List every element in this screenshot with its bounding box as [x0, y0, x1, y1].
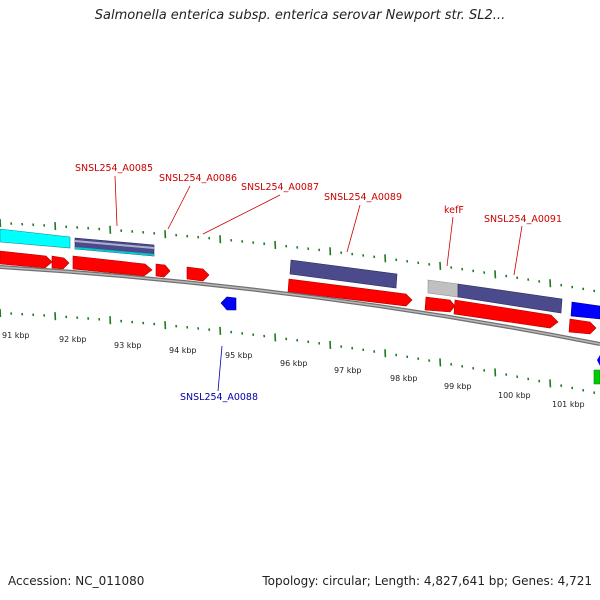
gene-labels: SNSL254_A0085 SNSL254_A0086 SNSL254_A008… — [75, 163, 562, 403]
protein-bar-a0089[interactable] — [289, 259, 398, 289]
gene-label-a0088[interactable]: SNSL254_A0088 — [180, 392, 258, 403]
gene-label-keff[interactable]: kefF — [444, 205, 464, 216]
gene-label-a0089[interactable]: SNSL254_A0089 — [324, 192, 402, 203]
genome-summary: Topology: circular; Length: 4,827,641 bp… — [262, 574, 592, 588]
inner-tick-ring — [0, 308, 596, 395]
scale-label-98: 98 kbp — [390, 374, 418, 383]
cds-blue-right[interactable] — [570, 301, 600, 320]
scale-label-91: 91 kbp — [2, 331, 30, 340]
scale-label-97: 97 kbp — [334, 366, 362, 375]
gene-label-a0091[interactable]: SNSL254_A0091 — [484, 214, 562, 225]
scale-label-101: 101 kbp — [552, 400, 585, 409]
gene-label-a0085[interactable]: SNSL254_A0085 — [75, 163, 153, 174]
scale-label-95: 95 kbp — [225, 351, 253, 360]
scale-label-93: 93 kbp — [114, 341, 142, 350]
map-title: Salmonella enterica subsp. enterica sero… — [94, 8, 506, 23]
pseudo-feature-keff[interactable] — [427, 279, 459, 298]
genome-backbone — [0, 265, 600, 346]
scale-label-100: 100 kbp — [498, 391, 531, 400]
rna-feature[interactable] — [0, 228, 71, 249]
outer-tick-ring — [0, 218, 596, 293]
accession-text: Accession: NC_011080 — [8, 574, 145, 588]
cds-reverse-a0088[interactable] — [220, 296, 237, 311]
scale-label-96: 96 kbp — [280, 359, 308, 368]
protein-bar-a0091[interactable] — [457, 283, 563, 314]
scale-label-99: 99 kbp — [444, 382, 472, 391]
scale-label-94: 94 kbp — [169, 346, 197, 355]
gene-label-a0086[interactable]: SNSL254_A0086 — [159, 173, 237, 184]
protein-bar-a0085[interactable] — [74, 237, 155, 257]
cds-reverse-right-edge[interactable] — [597, 355, 600, 366]
scale-labels: 91 kbp 92 kbp 93 kbp 94 kbp 95 kbp 96 kb… — [2, 331, 585, 409]
other-feature-green[interactable] — [593, 369, 600, 385]
scale-label-92: 92 kbp — [59, 335, 87, 344]
label-leaders — [114, 175, 523, 392]
gene-label-a0087[interactable]: SNSL254_A0087 — [241, 182, 319, 193]
cds-forward-arrows[interactable] — [0, 250, 597, 335]
